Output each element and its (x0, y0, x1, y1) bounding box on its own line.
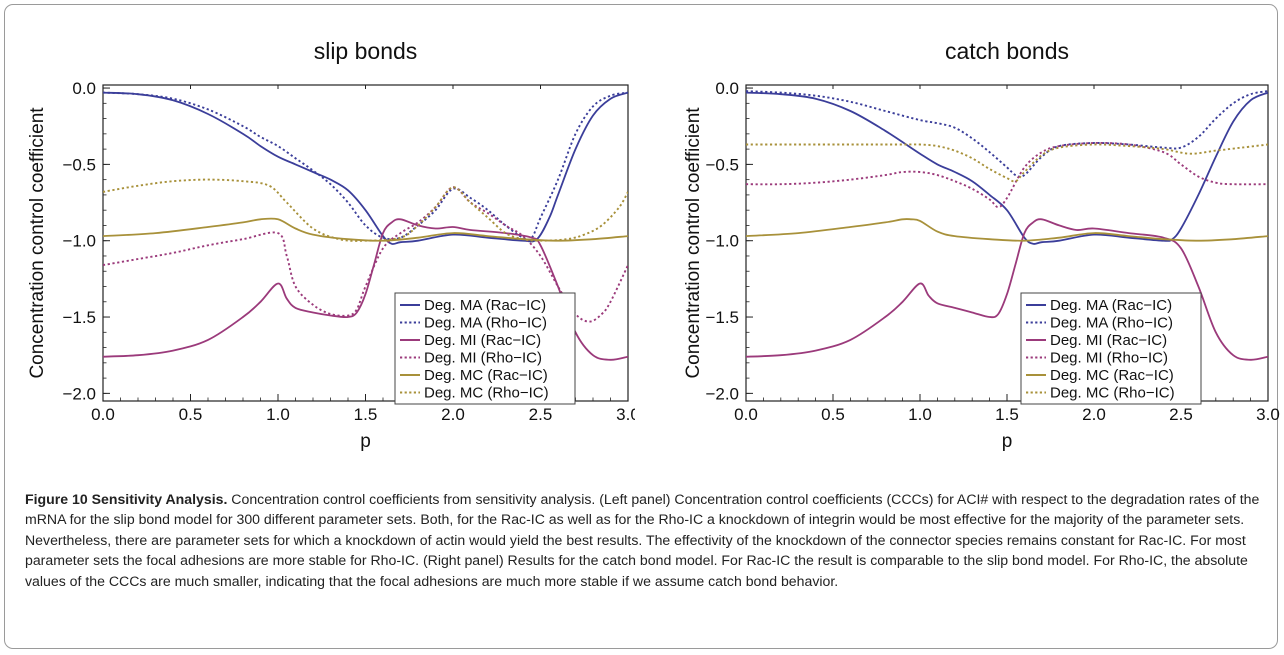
series-group (746, 90, 1268, 361)
series-line-5 (103, 217, 628, 242)
y-tick-label: 0.0 (715, 79, 739, 98)
legend-entry: Deg. MA (Rac−IC) (1050, 297, 1172, 314)
series-group (103, 91, 628, 361)
x-tick-label: 1.5 (354, 405, 378, 424)
series-line-1 (103, 91, 628, 245)
legend-entry: Deg. MI (Rac−IC) (1050, 332, 1167, 349)
legend-entry: Deg. MC (Rho−IC) (424, 385, 549, 402)
series-line-5 (746, 218, 1268, 242)
x-tick-label: 2.5 (1169, 405, 1193, 424)
x-tick-label: 0.0 (734, 405, 758, 424)
legend-entry: Deg. MI (Rac−IC) (424, 332, 541, 349)
x-tick-label: 3.0 (616, 405, 635, 424)
y-axis-label: Concentration control coefficient (685, 107, 704, 379)
figure-caption: Figure 10 Sensitivity Analysis. Concentr… (25, 489, 1269, 591)
chart-title: catch bonds (945, 38, 1069, 64)
y-tick-label: −1.0 (705, 232, 739, 251)
legend: Deg. MA (Rac−IC)Deg. MA (Rho−IC)Deg. MI … (394, 292, 576, 405)
x-tick-label: 2.0 (1082, 405, 1106, 424)
legend-entry: Deg. MA (Rho−IC) (1050, 315, 1173, 332)
series-line-3 (103, 218, 628, 361)
legend-entry: Deg. MA (Rho−IC) (424, 315, 547, 332)
y-tick-label: −2.0 (705, 384, 739, 403)
legend-entry: Deg. MC (Rac−IC) (1050, 367, 1174, 384)
y-tick-label: −0.5 (705, 155, 739, 174)
series-line-2 (746, 90, 1268, 178)
chart-slip-bonds: slip bonds 0.0 0.5 1.0 1.5 2.0 2.5 3.0 0.0 −0.5 −1… (27, 38, 635, 452)
x-tick-label: 1.0 (908, 405, 932, 424)
chart-title: slip bonds (314, 38, 418, 64)
x-tick-label: 0.5 (821, 405, 845, 424)
y-tick-label: −2.0 (62, 384, 96, 403)
series-line-4 (746, 141, 1268, 209)
legend-entry: Deg. MC (Rac−IC) (424, 367, 548, 384)
series-line-3 (746, 218, 1268, 361)
x-axis-label: p (360, 431, 371, 452)
x-axis-label: p (1002, 431, 1013, 452)
legend-entry: Deg. MI (Rho−IC) (424, 350, 542, 367)
y-axis-label: Concentration control coefficient (27, 107, 48, 379)
legend-box (394, 292, 576, 405)
legend-entry: Deg. MC (Rho−IC) (1050, 385, 1175, 402)
y-tick-label: −1.5 (62, 308, 96, 327)
caption-text: Concentration control coefficients from … (25, 491, 1260, 589)
x-tick-label: 2.0 (441, 405, 465, 424)
legend-box (1020, 292, 1202, 405)
legend-entry: Deg. MA (Rac−IC) (424, 297, 546, 314)
x-tick-label: 1.0 (266, 405, 290, 424)
legend-entry: Deg. MI (Rho−IC) (1050, 350, 1168, 367)
x-tick-label: 2.5 (529, 405, 553, 424)
series-line-1 (746, 91, 1268, 245)
x-tick-label: 0.5 (179, 405, 203, 424)
y-tick-label: −1.5 (705, 308, 739, 327)
y-tick-label: −0.5 (62, 155, 96, 174)
x-tick-label: 1.5 (995, 405, 1019, 424)
y-tick-label: −1.0 (62, 232, 96, 251)
caption-title: Sensitivity Analysis. (91, 491, 228, 507)
x-tick-label: 0.0 (91, 405, 115, 424)
chart-catch-bonds: catch bonds 0.0 0.5 1.0 1.5 2.0 2.5 3.0 0.0 −0.5 −… (685, 38, 1280, 452)
legend: Deg. MA (Rac−IC)Deg. MA (Rho−IC)Deg. MI … (1020, 292, 1202, 405)
series-line-6 (746, 143, 1268, 183)
series-line-4 (103, 186, 628, 323)
caption-label: Figure 10 (25, 491, 88, 507)
figure-frame: slip bonds 0.0 0.5 1.0 1.5 2.0 2.5 3.0 0.0 −0.5 −1… (4, 4, 1280, 649)
x-tick-label: 3.0 (1256, 405, 1280, 424)
y-tick-label: 0.0 (72, 79, 96, 98)
